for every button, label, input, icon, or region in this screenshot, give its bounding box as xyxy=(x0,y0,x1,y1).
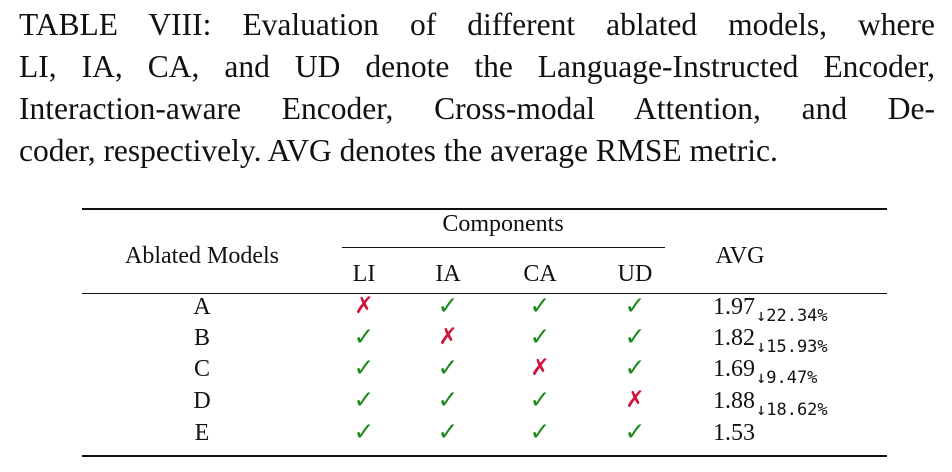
avg-cell: 1.88↓18.62% xyxy=(713,387,828,420)
table-mid-rule xyxy=(82,293,887,294)
table-bottom-rule xyxy=(82,455,887,457)
components-rule xyxy=(342,247,665,248)
caption-line-1: TABLE VIII: Evaluation of different abla… xyxy=(19,7,935,42)
avg-value: 1.82 xyxy=(713,325,755,351)
cross-mark-icon: ✗ xyxy=(530,355,550,381)
avg-value: 1.69 xyxy=(713,356,755,382)
avg-cell: 1.82↓15.93% xyxy=(713,324,828,357)
avg-value: 1.88 xyxy=(713,388,755,414)
check-mark-icon: ✓ xyxy=(529,385,551,414)
avg-delta: ↓9.47% xyxy=(756,368,818,388)
header-components: Components xyxy=(442,211,564,237)
check-mark-icon: ✓ xyxy=(353,322,375,351)
avg-value: 1.53 xyxy=(713,420,755,446)
table-caption: TABLE VIII: Evaluation of different abla… xyxy=(19,4,935,172)
cross-mark-icon: ✗ xyxy=(354,293,374,319)
row-model-label: C xyxy=(193,356,211,382)
header-avg: AVG xyxy=(715,243,765,269)
avg-value: 1.97 xyxy=(713,294,755,320)
check-mark-icon: ✓ xyxy=(624,417,646,446)
check-mark-icon: ✓ xyxy=(529,417,551,446)
row-model-label: D xyxy=(193,388,211,414)
header-ia: IA xyxy=(435,261,461,287)
avg-cell: 1.97↓22.34% xyxy=(713,293,828,326)
avg-delta: ↓22.34% xyxy=(756,306,828,326)
check-mark-icon: ✓ xyxy=(624,322,646,351)
table-top-rule xyxy=(82,208,887,210)
row-model-label: E xyxy=(194,420,210,446)
caption-line-3: Interaction-aware Encoder, Cross-modal A… xyxy=(19,91,935,126)
avg-delta: ↓15.93% xyxy=(756,337,828,357)
header-ablated-models: Ablated Models xyxy=(125,243,279,269)
check-mark-icon: ✓ xyxy=(529,291,551,320)
caption-line-4: coder, respectively. AVG denotes the ave… xyxy=(19,133,778,168)
header-ud: UD xyxy=(617,261,653,287)
check-mark-icon: ✓ xyxy=(353,353,375,382)
caption-line-2: LI, IA, CA, and UD denote the Language-I… xyxy=(19,49,935,84)
check-mark-icon: ✓ xyxy=(437,385,459,414)
row-model-label: A xyxy=(193,294,211,320)
cross-mark-icon: ✗ xyxy=(438,324,458,350)
avg-cell: 1.53 xyxy=(713,419,755,447)
check-mark-icon: ✓ xyxy=(624,353,646,382)
check-mark-icon: ✓ xyxy=(353,417,375,446)
check-mark-icon: ✓ xyxy=(437,353,459,382)
check-mark-icon: ✓ xyxy=(529,322,551,351)
cross-mark-icon: ✗ xyxy=(625,387,645,413)
header-ca: CA xyxy=(523,261,557,287)
check-mark-icon: ✓ xyxy=(437,291,459,320)
avg-cell: 1.69↓9.47% xyxy=(713,355,818,388)
check-mark-icon: ✓ xyxy=(624,291,646,320)
row-model-label: B xyxy=(193,325,211,351)
avg-delta: ↓18.62% xyxy=(756,400,828,420)
header-li: LI xyxy=(352,261,376,287)
check-mark-icon: ✓ xyxy=(353,385,375,414)
check-mark-icon: ✓ xyxy=(437,417,459,446)
